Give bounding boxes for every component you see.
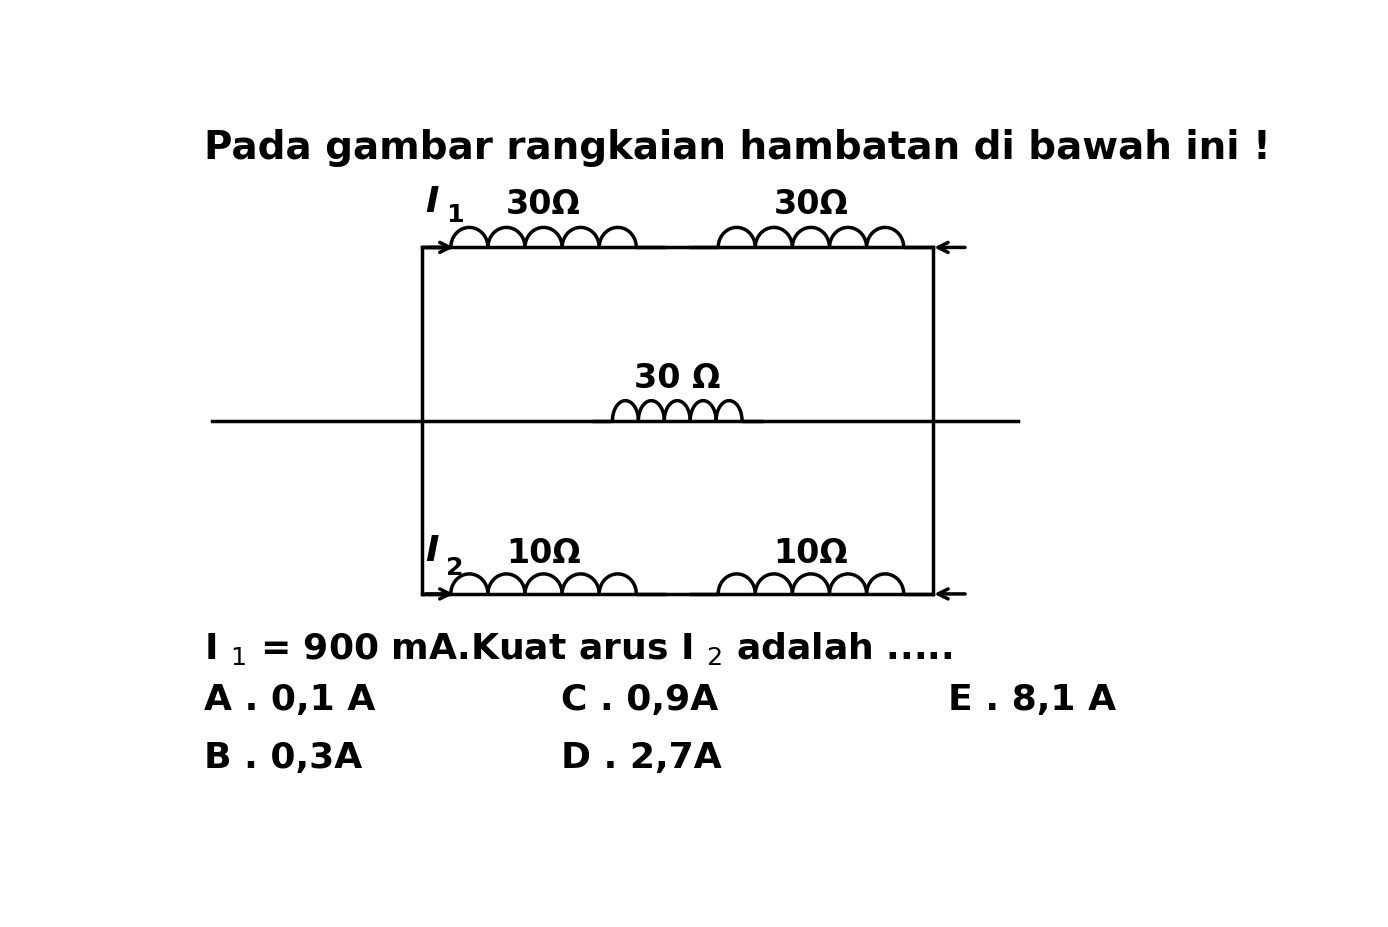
- Text: D . 2,7A: D . 2,7A: [561, 741, 722, 774]
- Text: 30 Ω: 30 Ω: [634, 362, 720, 394]
- Text: A . 0,1 A: A . 0,1 A: [204, 682, 376, 717]
- Text: 10Ω: 10Ω: [507, 537, 580, 570]
- Text: 30Ω: 30Ω: [773, 188, 848, 222]
- Text: I: I: [425, 185, 439, 219]
- Text: I: I: [425, 533, 439, 567]
- Text: I $_{1}$ = 900 mA.Kuat arus I $_{2}$ adalah .....: I $_{1}$ = 900 mA.Kuat arus I $_{2}$ ada…: [204, 629, 954, 666]
- Text: Pada gambar rangkaian hambatan di bawah ini !: Pada gambar rangkaian hambatan di bawah …: [204, 129, 1271, 167]
- Text: 2: 2: [447, 555, 464, 578]
- Text: 30Ω: 30Ω: [507, 188, 582, 222]
- Text: E . 8,1 A: E . 8,1 A: [948, 682, 1116, 717]
- Text: 1: 1: [447, 203, 464, 226]
- Text: C . 0,9A: C . 0,9A: [561, 682, 718, 717]
- Text: B . 0,3A: B . 0,3A: [204, 741, 362, 774]
- Text: 10Ω: 10Ω: [773, 537, 848, 570]
